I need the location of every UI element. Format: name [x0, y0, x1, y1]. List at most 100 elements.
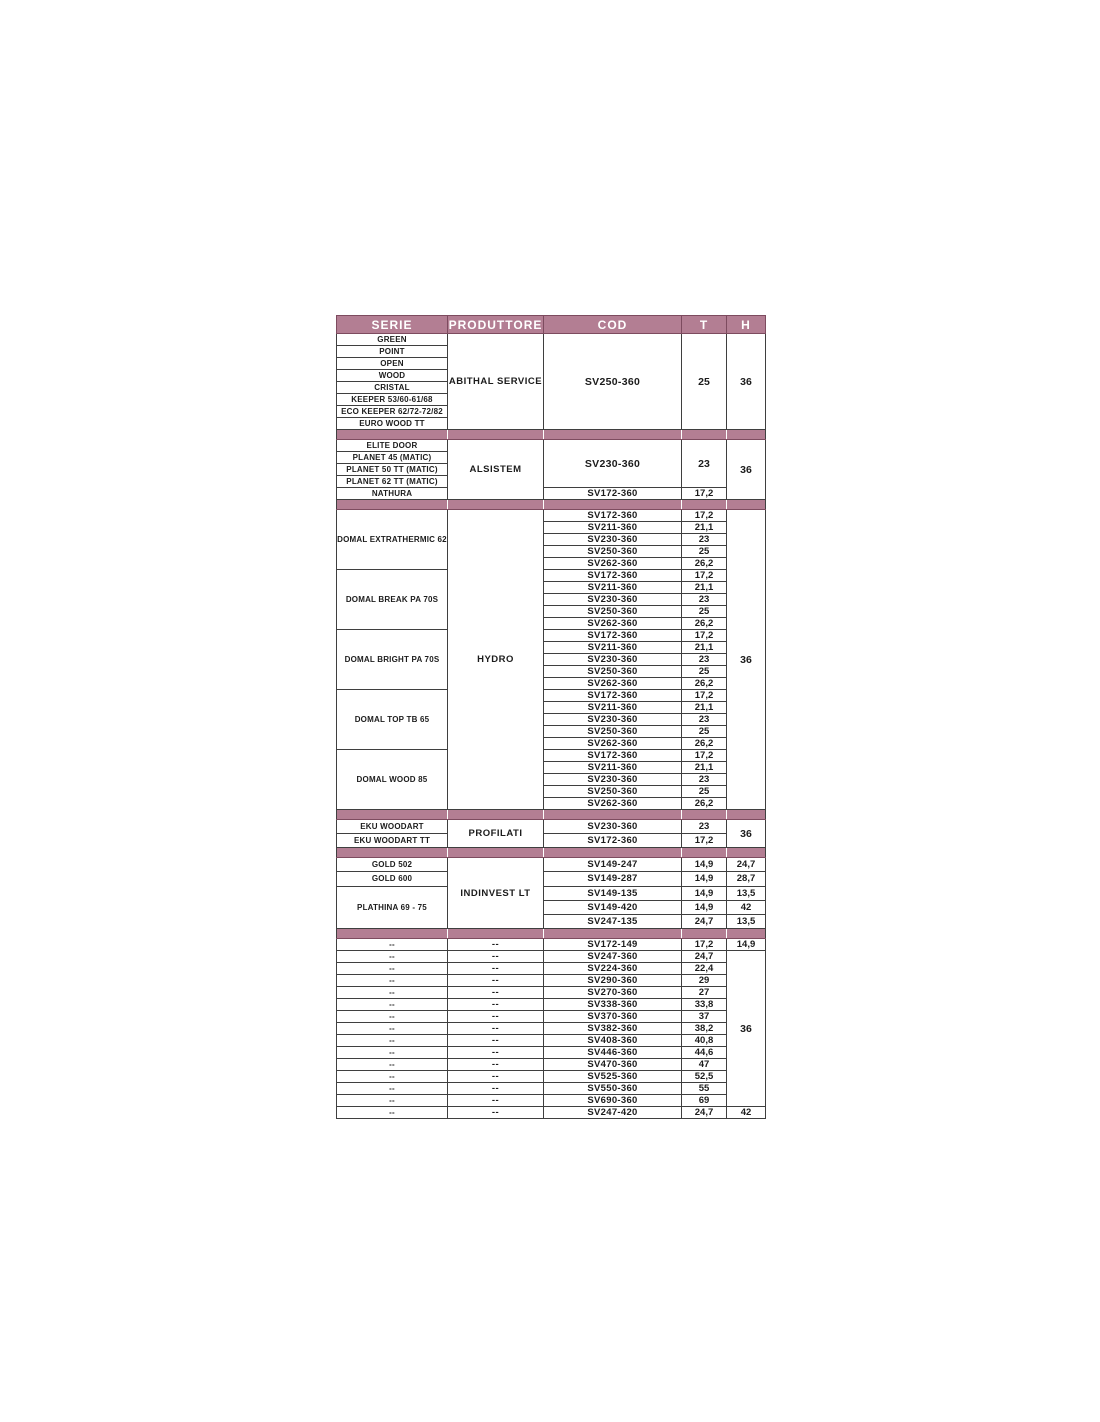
column-header-h: H [726, 315, 766, 334]
table-row: DOMAL TOP TB 65 SV172-360 17,2 [336, 689, 766, 750]
serie-cell: ECO KEEPER 62/72-72/82 [336, 405, 448, 418]
cod-cell: SV149-247 [543, 856, 682, 873]
t-value-cell: 25 [681, 333, 727, 430]
table-row: -- -- SV690-360 69 [336, 1094, 766, 1108]
t-value-cell: 14,9 [681, 856, 727, 873]
t-value-cell: 24,7 [681, 950, 727, 964]
t-value-cell: 26,2 [681, 737, 727, 750]
produttore-cell: -- [447, 1010, 544, 1024]
t-value-cell: 24,7 [681, 914, 727, 930]
produttore-cell: -- [447, 962, 544, 976]
t-value-cell: 14,9 [681, 871, 727, 887]
t-value-cell: 17,2 [681, 629, 727, 642]
cod-cell: SV250-360 [543, 333, 682, 430]
produttore-cell: -- [447, 950, 544, 964]
produttore-cell: -- [447, 998, 544, 1012]
separator-cell [447, 429, 544, 440]
t-value-cell: 25 [681, 605, 727, 618]
serie-cell: KEEPER 53/60-61/68 [336, 393, 448, 406]
table-row: -- -- SV270-360 27 [336, 986, 766, 1000]
cod-cell: SV262-360 [543, 737, 682, 750]
cod-cell: SV172-360 [543, 509, 682, 522]
cod-cell: SV211-360 [543, 761, 682, 774]
table-row: SV211-360 21,1 [337, 521, 766, 534]
serie-cell: OPEN [336, 357, 448, 370]
produttore-cell: -- [447, 1058, 544, 1072]
t-value-cell: 17,2 [681, 749, 727, 762]
table-row: SV230-360 23 [337, 593, 766, 606]
cod-cell: SV525-360 [543, 1070, 682, 1084]
table-row: DOMAL WOOD 85 SV172-360 17,2 [336, 749, 766, 810]
serie-cell: -- [336, 986, 448, 1000]
separator-cell [543, 847, 682, 858]
t-value-cell: 26,2 [681, 797, 727, 810]
produttore-cell: HYDRO [447, 509, 544, 810]
compatibility-table: SERIE PRODUTTORE COD T H GREEN ABITHAL SERVIC… [336, 315, 766, 1120]
cod-cell: SV230-360 [543, 533, 682, 546]
produttore-cell: -- [447, 1034, 544, 1048]
t-value-cell: 38,2 [681, 1022, 727, 1036]
cod-cell: SV338-360 [543, 998, 682, 1012]
cod-cell: SV250-360 [543, 665, 682, 678]
t-value-cell: 14,9 [681, 885, 727, 901]
cod-cell: SV211-360 [543, 521, 682, 534]
t-value-cell: 23 [681, 653, 727, 666]
cod-cell: SV250-360 [543, 605, 682, 618]
cod-cell: SV172-360 [543, 749, 682, 762]
separator-cell [726, 928, 766, 940]
produttore-cell: -- [447, 1106, 544, 1120]
cod-cell: SV230-360 [543, 773, 682, 786]
table-body: GREEN ABITHAL SERVICE SV250-360 25 36 POINT OP… [336, 333, 766, 1120]
h-value-cell: 24,7 [726, 856, 766, 873]
produttore-cell: -- [447, 1082, 544, 1096]
separator-cell [447, 499, 544, 510]
separator-cell [726, 847, 766, 858]
serie-cell: DOMAL WOOD 85 [336, 749, 448, 810]
cod-cell: SV250-360 [543, 725, 682, 738]
serie-cell: PLANET 45 (MATIC) [336, 451, 448, 464]
table-row: SV262-360 26,2 [337, 557, 766, 570]
table-row: -- -- SV470-360 47 [336, 1058, 766, 1072]
t-value-cell: 47 [681, 1058, 727, 1072]
cod-cell: SV247-420 [543, 1106, 682, 1120]
product-compatibility-table-container: SERIE PRODUTTORE COD T H GREEN ABITHAL SERVIC… [336, 315, 766, 1120]
table-row: -- -- SV550-360 55 [336, 1082, 766, 1096]
table-row: DOMAL BREAK PA 70S SV172-360 17,2 [336, 569, 766, 630]
table-row: EKU WOODART TT SV172-360 17,2 [336, 833, 766, 848]
separator-cell [681, 499, 727, 510]
serie-cell: -- [336, 1010, 448, 1024]
t-value-cell: 23 [681, 819, 727, 834]
section-separator-row [336, 429, 766, 440]
cod-cell: SV149-287 [543, 871, 682, 887]
section-separator-row [336, 809, 766, 820]
serie-cell: -- [336, 1022, 448, 1036]
t-value-cell: 21,1 [681, 521, 727, 534]
produttore-cell: PROFILATI [447, 819, 544, 848]
separator-cell [681, 847, 727, 858]
serie-cell: -- [336, 998, 448, 1012]
serie-cell: -- [336, 1034, 448, 1048]
serie-cell: -- [336, 1058, 448, 1072]
serie-cell: CRISTAL [336, 381, 448, 394]
serie-cell: PLATHINA 69 - 75 [336, 885, 448, 930]
t-value-cell: 21,1 [681, 701, 727, 714]
t-value-cell: 21,1 [681, 641, 727, 654]
serie-cell: GREEN [336, 333, 448, 346]
produttore-cell: -- [447, 1046, 544, 1060]
serie-cell: EURO WOOD TT [336, 417, 448, 430]
t-value-cell: 23 [681, 439, 727, 488]
table-row: -- -- SV370-360 37 [336, 1010, 766, 1024]
t-value-cell: 40,8 [681, 1034, 727, 1048]
separator-cell [543, 928, 682, 940]
table-row: -- -- SV446-360 44,6 [336, 1046, 766, 1060]
cod-cell: SV262-360 [543, 557, 682, 570]
serie-cell: GOLD 600 [336, 871, 448, 887]
produttore-cell: -- [447, 974, 544, 988]
table-row: GOLD 502 INDINVEST LT SV149-247 14,9 24,7 [336, 856, 766, 930]
serie-cell: PLANET 50 TT (MATIC) [336, 463, 448, 476]
h-value-cell: 14,9 [726, 938, 766, 952]
t-value-cell: 29 [681, 974, 727, 988]
cod-cell: SV172-360 [543, 689, 682, 702]
h-value-cell: 13,5 [726, 885, 766, 901]
table-row: -- -- SV290-360 29 [336, 974, 766, 988]
